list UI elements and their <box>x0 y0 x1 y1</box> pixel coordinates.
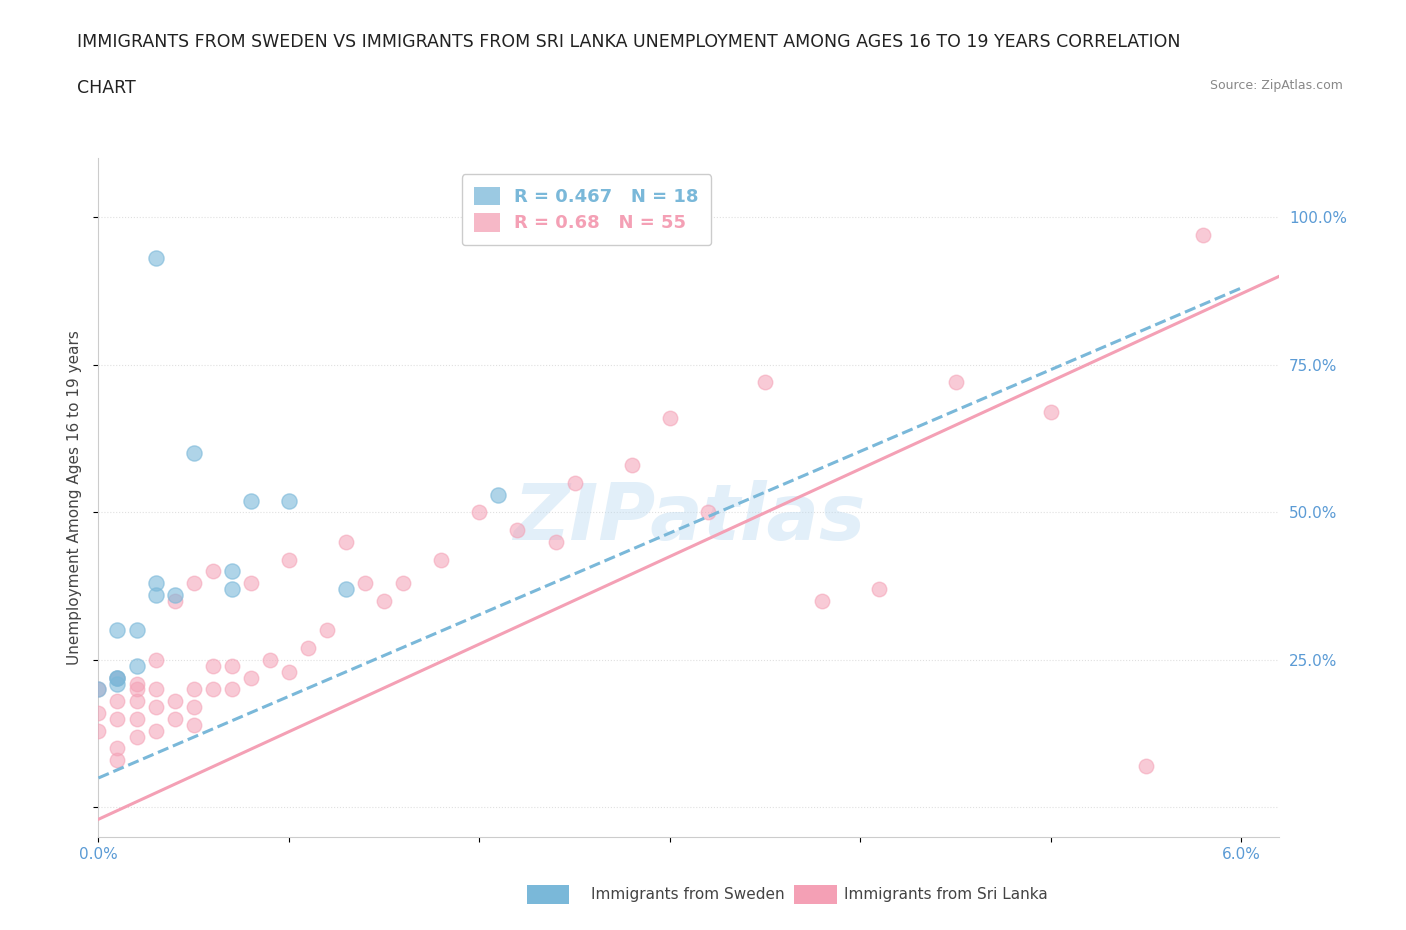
Point <box>201 682 224 697</box>
Point <box>697 505 720 520</box>
Point <box>201 564 224 578</box>
Point <box>1039 405 1062 419</box>
Point <box>468 505 491 520</box>
Point <box>430 552 453 567</box>
Point <box>239 576 262 591</box>
Point <box>354 576 377 591</box>
Point <box>373 593 395 608</box>
Point <box>868 581 890 596</box>
Point <box>125 729 148 744</box>
Point <box>125 682 148 697</box>
Point <box>945 375 967 390</box>
Point <box>239 671 262 685</box>
Point <box>277 664 299 679</box>
Point <box>183 445 205 460</box>
Point <box>335 535 357 550</box>
Point <box>335 581 357 596</box>
Point <box>544 535 567 550</box>
Point <box>163 711 186 726</box>
Point <box>87 724 110 738</box>
Point <box>145 699 167 714</box>
Point <box>145 576 167 591</box>
Point <box>145 682 167 697</box>
Point <box>506 523 529 538</box>
Point <box>811 593 834 608</box>
Point <box>145 588 167 603</box>
Legend: R = 0.467   N = 18, R = 0.68   N = 55: R = 0.467 N = 18, R = 0.68 N = 55 <box>461 174 711 246</box>
Point <box>125 676 148 691</box>
Point <box>1135 759 1157 774</box>
Point <box>183 576 205 591</box>
Text: CHART: CHART <box>77 79 136 97</box>
Point <box>239 493 262 508</box>
Point <box>183 699 205 714</box>
Point <box>658 410 681 425</box>
Text: Immigrants from Sweden: Immigrants from Sweden <box>591 887 785 902</box>
Point <box>107 752 129 767</box>
Point <box>221 581 243 596</box>
Point <box>392 576 415 591</box>
Point <box>145 653 167 668</box>
Y-axis label: Unemployment Among Ages 16 to 19 years: Unemployment Among Ages 16 to 19 years <box>67 330 83 665</box>
Point <box>107 671 129 685</box>
Point <box>145 251 167 266</box>
Text: Source: ZipAtlas.com: Source: ZipAtlas.com <box>1209 79 1343 92</box>
Point <box>620 458 643 472</box>
Point <box>221 658 243 673</box>
Point <box>125 658 148 673</box>
Text: IMMIGRANTS FROM SWEDEN VS IMMIGRANTS FROM SRI LANKA UNEMPLOYMENT AMONG AGES 16 T: IMMIGRANTS FROM SWEDEN VS IMMIGRANTS FRO… <box>77 33 1181 50</box>
Point <box>107 676 129 691</box>
Point <box>488 487 510 502</box>
Point <box>754 375 776 390</box>
Point <box>107 623 129 638</box>
Point <box>564 475 586 490</box>
Point <box>87 706 110 721</box>
Point <box>183 682 205 697</box>
Point <box>87 682 110 697</box>
Point <box>259 653 281 668</box>
Point <box>107 711 129 726</box>
Point <box>277 552 299 567</box>
Point <box>1192 228 1215 243</box>
Point <box>163 593 186 608</box>
Text: ZIPatlas: ZIPatlas <box>513 480 865 556</box>
Point <box>163 588 186 603</box>
Point <box>183 717 205 732</box>
Point <box>163 694 186 709</box>
Text: Immigrants from Sri Lanka: Immigrants from Sri Lanka <box>844 887 1047 902</box>
Point <box>107 671 129 685</box>
Point <box>221 682 243 697</box>
Point <box>221 564 243 578</box>
Point <box>107 671 129 685</box>
Point <box>107 741 129 756</box>
Point <box>125 623 148 638</box>
Point <box>201 658 224 673</box>
Point <box>107 694 129 709</box>
Point <box>125 694 148 709</box>
Point <box>316 623 339 638</box>
Point <box>277 493 299 508</box>
Point <box>145 724 167 738</box>
Point <box>87 682 110 697</box>
Point <box>125 711 148 726</box>
Point <box>297 641 319 656</box>
